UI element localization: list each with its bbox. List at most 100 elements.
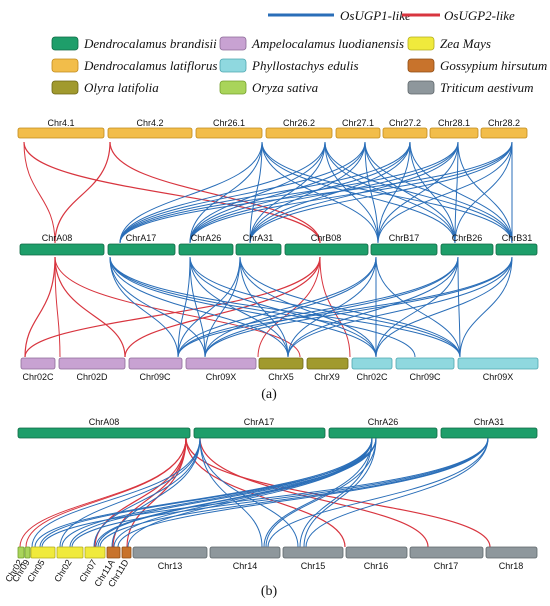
chromosome-bar <box>20 357 56 370</box>
chromosome-label: Chr09C <box>139 372 171 382</box>
chromosome-label: Chr13 <box>158 561 183 571</box>
osugp1-link <box>119 141 326 244</box>
chromosome-label: ChrA08 <box>42 233 73 243</box>
osugp1-link <box>204 256 513 358</box>
osugp1-link <box>177 256 191 358</box>
osugp1-link <box>457 141 513 244</box>
osugp2-link <box>24 256 321 358</box>
osugp1-link <box>177 256 513 358</box>
osugp2-link <box>185 437 491 548</box>
chromosome-label: Chr26.1 <box>213 118 245 128</box>
chromosome-bar <box>193 427 326 439</box>
chromosome: Chr09X <box>185 357 257 382</box>
osugp1-link <box>265 437 377 548</box>
chromosome-bar <box>395 357 455 370</box>
species-label: Zea Mays <box>440 36 491 51</box>
osugp1-link <box>375 256 513 358</box>
chromosome: ChrA26 <box>328 417 438 439</box>
osugp1-link <box>95 437 373 548</box>
chromosome: Chr02D <box>58 357 126 382</box>
osugp2-link <box>19 437 187 548</box>
species-label: Oryza sativa <box>252 80 319 95</box>
chromosome: ChrA17 <box>107 233 176 256</box>
species-label: Phyllostachys edulis <box>251 58 359 73</box>
chromosome: Chr13 <box>132 546 208 571</box>
chromosome: ChrB17 <box>370 233 438 256</box>
osugp1-link <box>109 256 377 358</box>
osugp1-link <box>261 141 456 244</box>
chromosome-label: Chr28.2 <box>488 118 520 128</box>
osugp1-link <box>41 437 489 548</box>
chromosome-bar <box>178 243 234 256</box>
osugp2-link <box>199 437 429 548</box>
chromosome-label: Chr26.2 <box>283 118 315 128</box>
osugp1-link <box>267 437 489 548</box>
chromosome: Chr26.1 <box>195 118 263 139</box>
osugp1-link <box>189 141 366 244</box>
chromosome-bar <box>258 357 304 370</box>
osugp1-link <box>377 141 459 244</box>
chromosome-bar <box>328 427 438 439</box>
osugp2-link <box>54 256 126 358</box>
osugp1-link <box>189 256 289 358</box>
chromosome-label: Chr02 <box>52 558 73 584</box>
osugp1-link <box>303 437 377 548</box>
species-label: Triticum aestivum <box>440 80 534 95</box>
osugp1-link <box>109 256 179 358</box>
chromosome: ChrX9 <box>306 357 349 382</box>
chromosome: Chr26.2 <box>265 118 333 139</box>
osugp1-link <box>375 256 459 358</box>
osugp1-link <box>324 141 456 244</box>
chromosome: Chr02C <box>20 357 56 382</box>
osugp2-link <box>24 256 56 358</box>
osugp1-link <box>189 141 411 244</box>
chromosome-bar <box>132 546 208 559</box>
species-legend-item: Gossypium hirsutum <box>407 58 547 73</box>
chromosome-bar <box>480 127 528 139</box>
osugp1-link <box>305 437 489 548</box>
species-label: Dendrocalamus brandisii <box>83 36 217 51</box>
chromosome: ChrA17 <box>193 417 326 439</box>
osugp1-link <box>364 141 456 244</box>
chromosome-label: Chr16 <box>364 561 389 571</box>
track-latiflorus: Chr4.1 Chr4.2 Chr26.1 Chr26.2 Chr27.1 Ch… <box>17 118 528 139</box>
osugp1-link <box>189 141 513 244</box>
osugp1-link <box>375 256 461 358</box>
species-label: Olyra latifolia <box>84 80 159 95</box>
species-swatch <box>51 58 79 73</box>
osugp2-link <box>54 141 111 244</box>
chromosome-label: Chr02C <box>22 372 54 382</box>
osugp1-link <box>249 141 459 244</box>
chromosome-bar <box>106 546 121 559</box>
chromosome-bar <box>121 546 132 559</box>
chromosome: ChrA26 <box>178 233 234 256</box>
osugp1-link <box>71 437 489 548</box>
osugp1-link <box>189 141 326 244</box>
chromosome-bar <box>370 243 438 256</box>
osugp1-link <box>239 256 461 358</box>
osugp1-link <box>459 256 513 358</box>
osugp1-link <box>204 256 377 358</box>
species-swatch <box>219 58 247 73</box>
chromosome-label: Chr02D <box>76 372 108 382</box>
chromosome-label: Chr09C <box>409 372 441 382</box>
species-swatch <box>219 36 247 51</box>
osugp1-link <box>287 256 513 358</box>
osugp1-link <box>261 141 379 244</box>
chromosome-bar <box>107 243 176 256</box>
osugp1-link <box>377 141 513 244</box>
chromosome: Chr09X <box>457 357 539 382</box>
species-legend: Dendrocalamus brandisii Ampelocalamus lu… <box>51 36 547 95</box>
chromosome-label: ChrB31 <box>502 233 533 243</box>
chromosome-label: Chr15 <box>301 561 326 571</box>
chromosome-bar <box>345 546 408 559</box>
chromosome-label: Chr18 <box>499 561 524 571</box>
osugp1-link <box>204 256 241 358</box>
chromosome: Chr16 <box>345 546 408 571</box>
osugp1-link <box>117 437 489 548</box>
osugp1-link <box>239 256 289 358</box>
chromosome-bar <box>485 546 538 559</box>
osugp1-link <box>364 141 379 244</box>
osugp1-link <box>109 256 461 358</box>
